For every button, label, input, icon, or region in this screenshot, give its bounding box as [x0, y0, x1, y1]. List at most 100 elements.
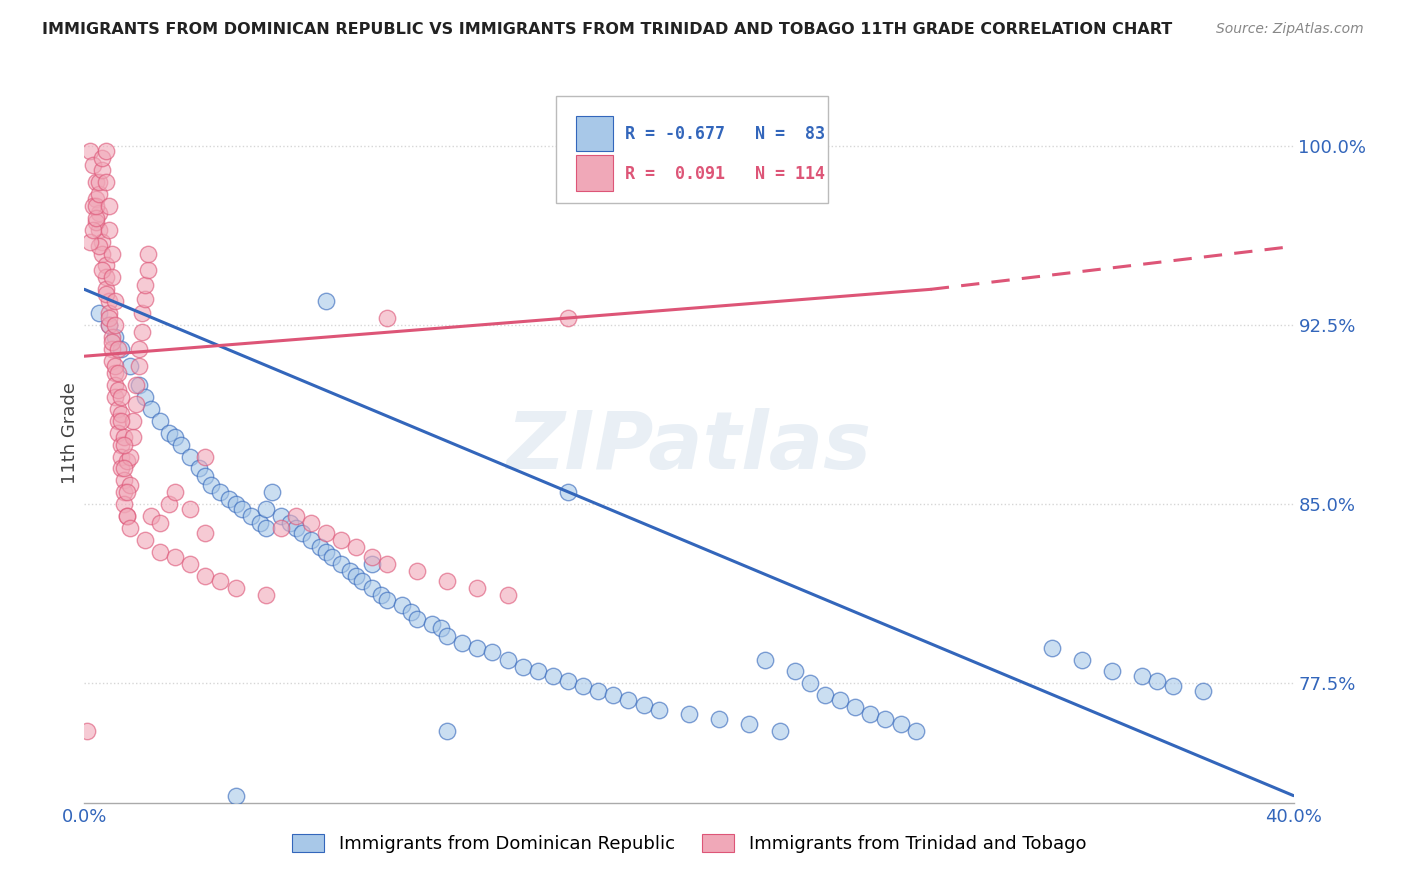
FancyBboxPatch shape [555, 95, 828, 203]
Point [134, 390, 156, 404]
Point [588, 683, 610, 698]
Point [165, 549, 187, 564]
Point [86, 215, 108, 229]
Point [1192, 683, 1215, 698]
Point [118, 450, 141, 464]
Point [89, 239, 111, 253]
Point [194, 468, 217, 483]
Point [375, 557, 398, 571]
Point [270, 521, 292, 535]
Point [91, 162, 114, 177]
Point [285, 521, 308, 535]
Point [107, 425, 129, 440]
Point [270, 509, 292, 524]
Point [115, 509, 138, 524]
Point [91, 235, 114, 249]
Text: IMMIGRANTS FROM DOMINICAN REPUBLIC VS IMMIGRANTS FROM TRINIDAD AND TOBAGO 11TH G: IMMIGRANTS FROM DOMINICAN REPUBLIC VS IM… [42, 22, 1173, 37]
Point [315, 525, 337, 540]
Point [814, 689, 837, 703]
Point [104, 330, 127, 344]
Point [165, 430, 187, 444]
Point [136, 246, 159, 260]
Point [617, 693, 640, 707]
Point [321, 549, 343, 564]
Point [121, 430, 143, 444]
Point [1040, 640, 1063, 655]
Point [496, 588, 519, 602]
Point [104, 294, 127, 309]
Point [291, 525, 314, 540]
FancyBboxPatch shape [576, 155, 613, 191]
Point [157, 497, 180, 511]
Point [100, 342, 122, 356]
Point [254, 521, 277, 535]
Point [86, 199, 108, 213]
Point [89, 186, 111, 201]
Point [391, 598, 413, 612]
Point [100, 354, 122, 368]
Point [309, 541, 332, 555]
Point [678, 707, 700, 722]
Point [149, 516, 172, 531]
Point [225, 581, 247, 595]
Point [875, 712, 897, 726]
Text: Source: ZipAtlas.com: Source: ZipAtlas.com [1216, 22, 1364, 37]
Point [89, 175, 111, 189]
Point [94, 270, 117, 285]
Point [115, 454, 138, 468]
Point [97, 222, 120, 236]
Point [139, 401, 162, 416]
Point [110, 342, 132, 356]
Point [112, 485, 135, 500]
Point [94, 144, 117, 158]
Point [467, 581, 489, 595]
Point [79, 144, 101, 158]
Point [82, 222, 104, 236]
Point [97, 310, 120, 325]
Point [754, 652, 776, 666]
Point [769, 724, 792, 739]
Point [904, 724, 927, 739]
Point [541, 669, 564, 683]
Point [254, 588, 277, 602]
Point [451, 636, 474, 650]
Point [200, 478, 222, 492]
Point [830, 693, 852, 707]
Point [254, 502, 277, 516]
Point [110, 390, 132, 404]
Point [339, 564, 361, 578]
Point [104, 366, 127, 380]
Point [100, 334, 122, 349]
Text: R =  0.091   N = 114: R = 0.091 N = 114 [624, 165, 825, 183]
Point [299, 533, 322, 547]
Point [375, 592, 398, 607]
Point [557, 485, 579, 500]
Point [112, 474, 135, 488]
Point [100, 330, 122, 344]
Point [179, 450, 201, 464]
Point [97, 199, 120, 213]
Point [107, 366, 129, 380]
Point [104, 318, 127, 333]
Point [1130, 669, 1153, 683]
Point [188, 461, 211, 475]
Point [107, 414, 129, 428]
Point [225, 789, 247, 803]
Point [100, 246, 122, 260]
Point [134, 292, 156, 306]
Point [844, 700, 866, 714]
Point [110, 407, 132, 421]
Point [89, 206, 111, 220]
Point [110, 450, 132, 464]
Point [436, 629, 458, 643]
Point [131, 306, 153, 320]
Point [859, 707, 882, 722]
Point [527, 665, 550, 679]
Point [165, 485, 187, 500]
Point [231, 502, 253, 516]
Point [406, 564, 429, 578]
Point [86, 175, 108, 189]
Point [346, 541, 368, 555]
Point [557, 310, 579, 325]
Point [278, 516, 301, 531]
